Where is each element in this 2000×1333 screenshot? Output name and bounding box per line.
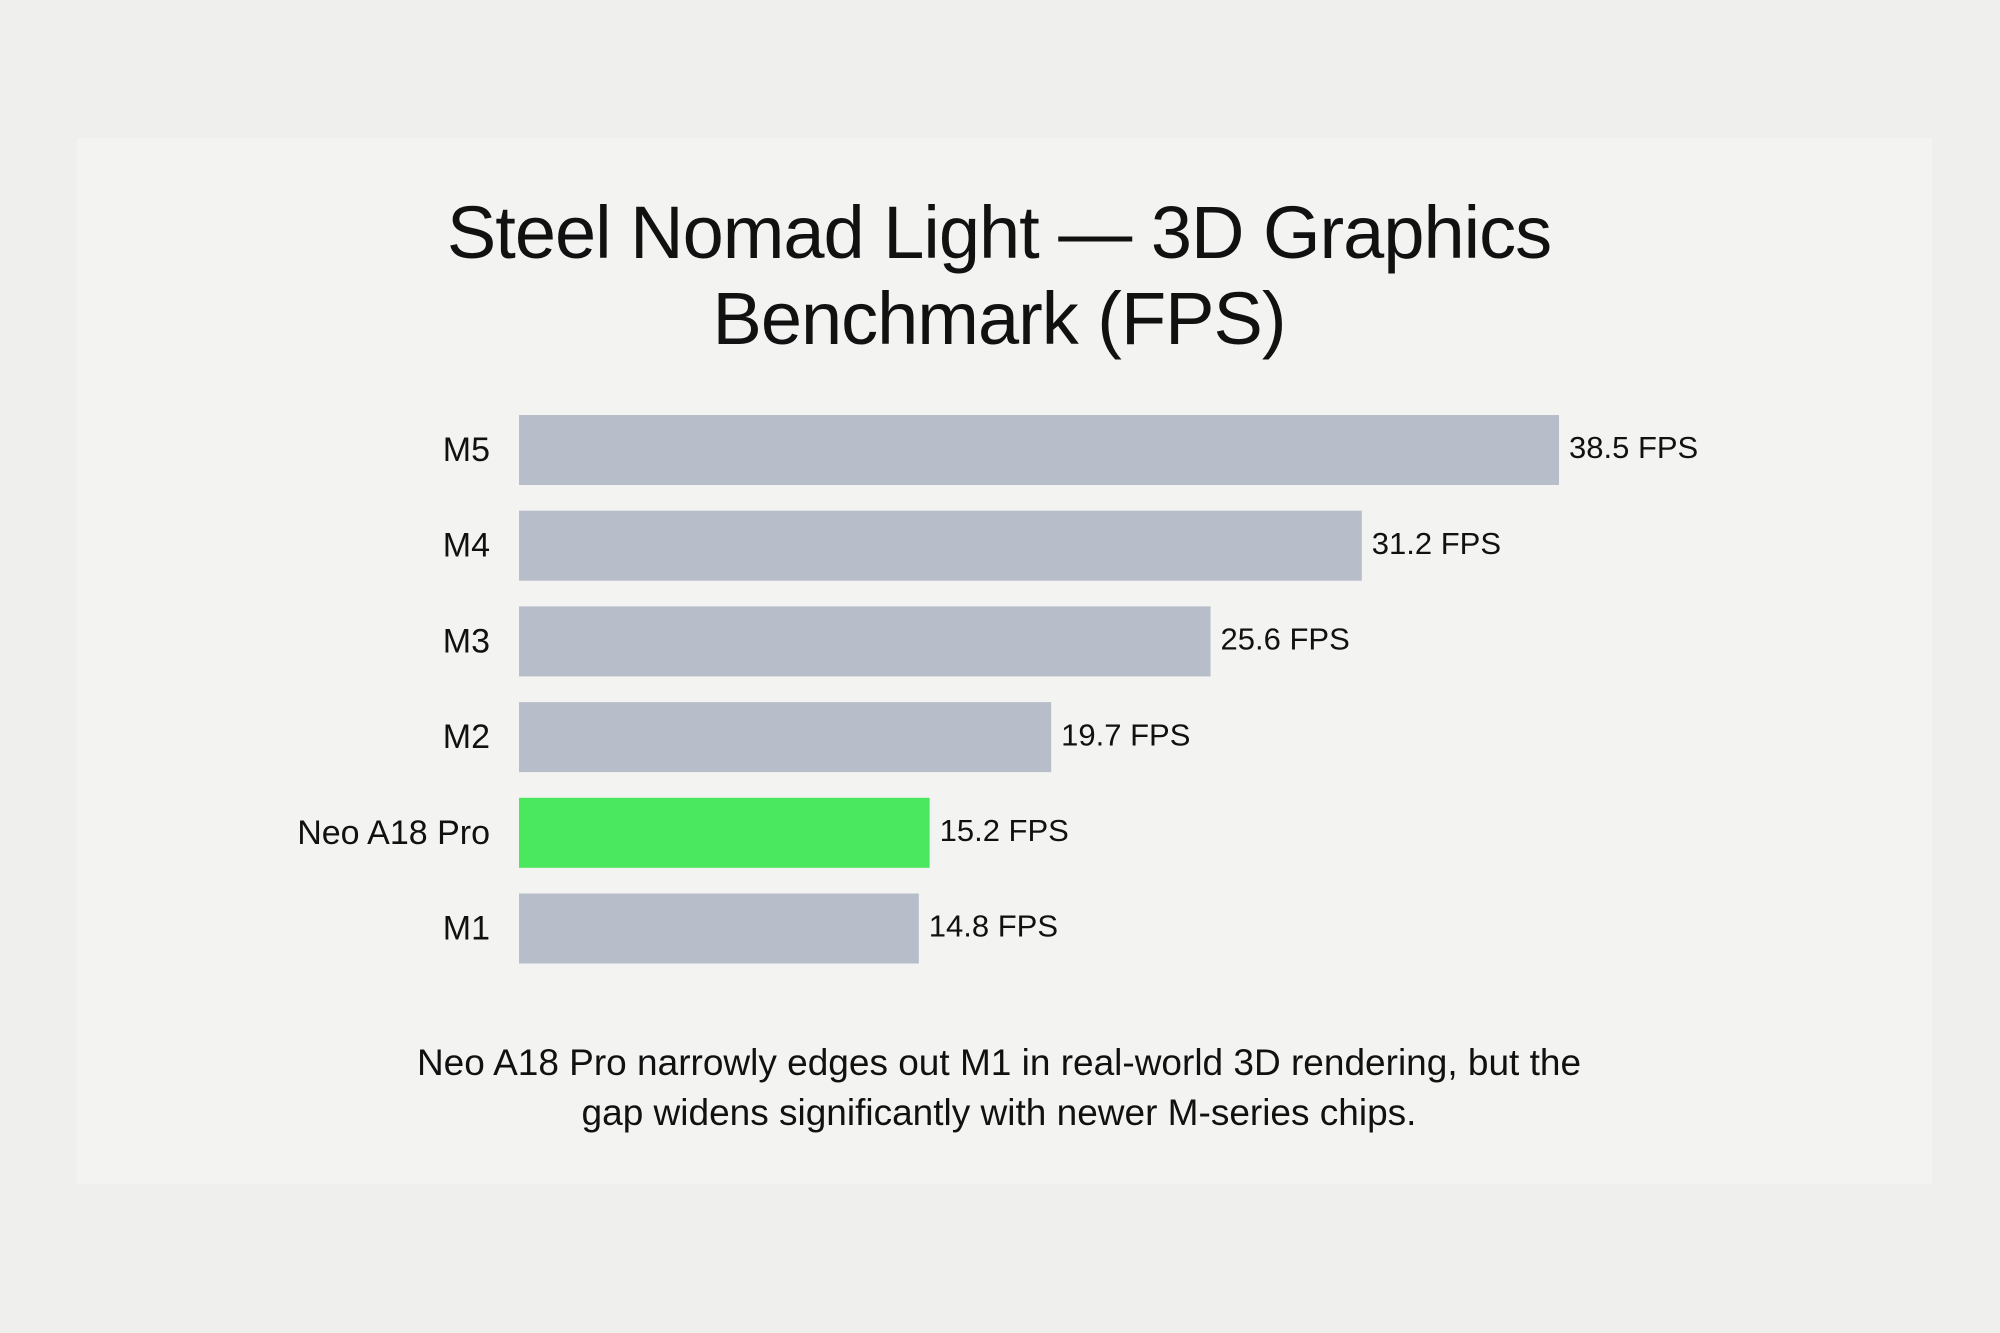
bar [519,510,1362,581]
value-label: 31.2 FPS [1372,526,1501,561]
bar [519,606,1211,677]
category-label: M3 [443,622,490,660]
annotation: Neo A18 Pro narrowly edges out M1 in rea… [416,1042,1582,1133]
value-label: 25.6 FPS [1221,622,1350,657]
category-label: M5 [443,431,490,469]
value-label: 15.2 FPS [940,813,1069,848]
chart-title: Steel Nomad Light — 3D Graphics Benchmar… [446,191,1552,360]
category-label: Neo A18 Pro [297,814,490,852]
value-label: 14.8 FPS [929,909,1058,944]
bar [519,702,1052,773]
category-label: M2 [443,718,490,756]
bar [519,415,1559,485]
bar [519,893,919,964]
category-label: M4 [443,527,490,565]
bar [519,797,930,868]
value-label: 38.5 FPS [1569,430,1698,465]
category-label: M1 [443,909,490,947]
value-label: 19.7 FPS [1061,717,1190,752]
